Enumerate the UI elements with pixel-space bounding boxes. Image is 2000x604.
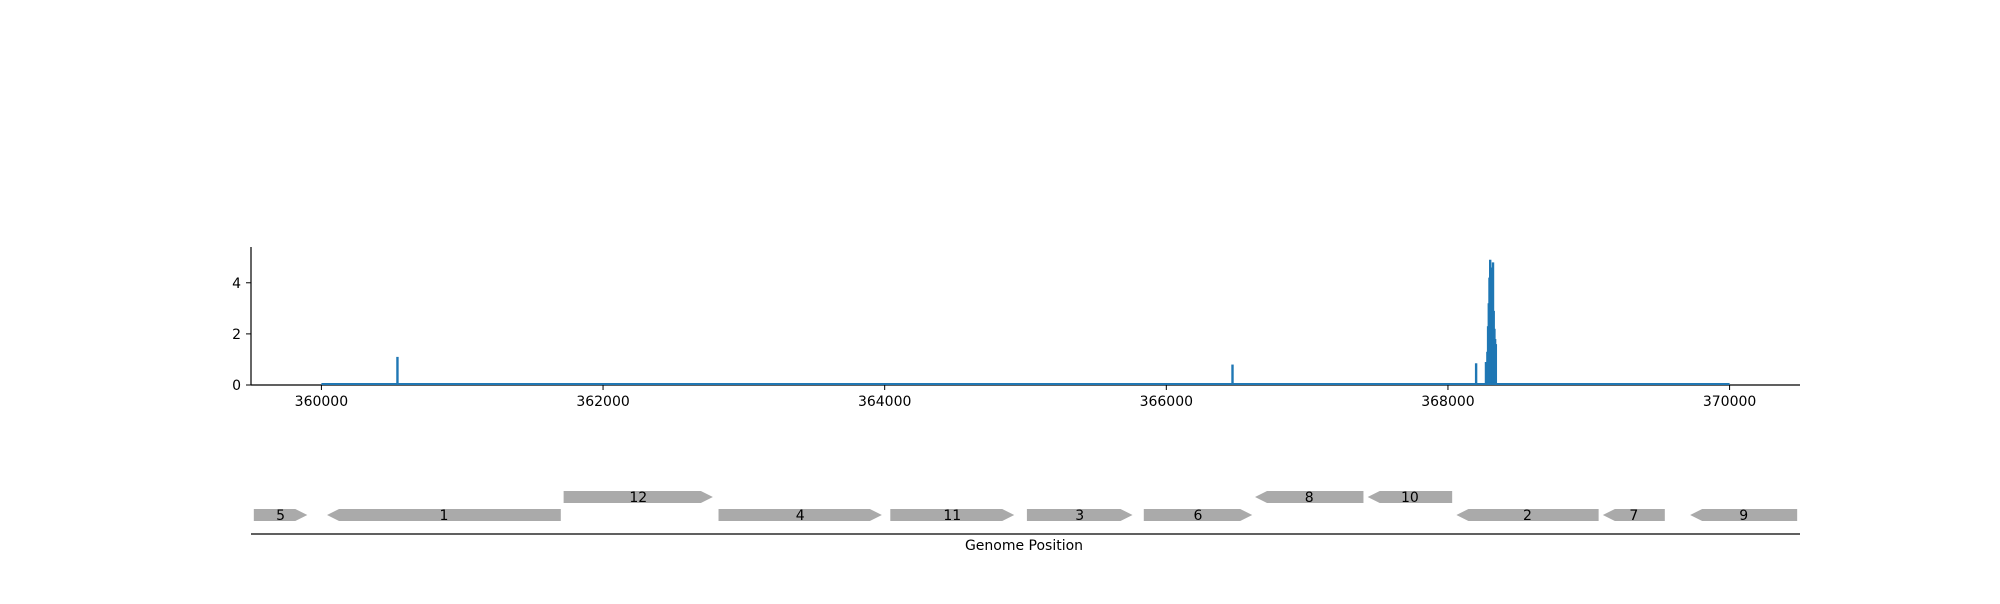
x-tick-label: 364000 xyxy=(858,394,911,410)
y-tick-label: 4 xyxy=(232,276,241,292)
x-tick-label: 362000 xyxy=(576,394,629,410)
gene-label: 7 xyxy=(1629,508,1638,524)
gene-label: 2 xyxy=(1523,508,1532,524)
y-tick-label: 0 xyxy=(232,378,241,394)
gene-arrow xyxy=(718,509,882,521)
x-tick-label: 360000 xyxy=(295,394,348,410)
gene-track-xlabel: Genome Position xyxy=(965,538,1083,554)
coverage-panel: 360000 362000 364000 366000 368000 370000 0 2 4 xyxy=(232,247,1800,410)
gene-arrow xyxy=(890,509,1015,521)
gene-arrow xyxy=(1026,509,1133,521)
gene-label: 10 xyxy=(1401,490,1419,506)
gene-arrow xyxy=(1255,491,1364,503)
gene-label: 5 xyxy=(276,508,285,524)
gene-arrow xyxy=(1602,509,1665,521)
gene-label: 8 xyxy=(1305,490,1314,506)
gene-label: 11 xyxy=(943,508,961,524)
gene-track-panel: 5 1 12 4 11 3 6 8 10 2 7 9 xyxy=(251,490,1800,535)
gene-arrow xyxy=(1690,509,1798,521)
gene-label: 12 xyxy=(629,490,647,506)
gene-label: 4 xyxy=(796,508,805,524)
gene-arrow xyxy=(1456,509,1599,521)
gene-label: 6 xyxy=(1194,508,1203,524)
gene-label: 1 xyxy=(439,508,448,524)
gene-arrow xyxy=(563,491,713,503)
x-tick-label: 366000 xyxy=(1140,394,1193,410)
gene-label: 9 xyxy=(1739,508,1748,524)
x-tick-label: 370000 xyxy=(1703,394,1756,410)
gene-arrow xyxy=(253,509,308,521)
y-tick-label: 2 xyxy=(232,327,241,343)
gene-label: 3 xyxy=(1075,508,1084,524)
x-tick-label: 368000 xyxy=(1421,394,1474,410)
gene-arrow xyxy=(1367,491,1453,503)
gene-arrow xyxy=(1143,509,1253,521)
gene-arrow xyxy=(327,509,561,521)
